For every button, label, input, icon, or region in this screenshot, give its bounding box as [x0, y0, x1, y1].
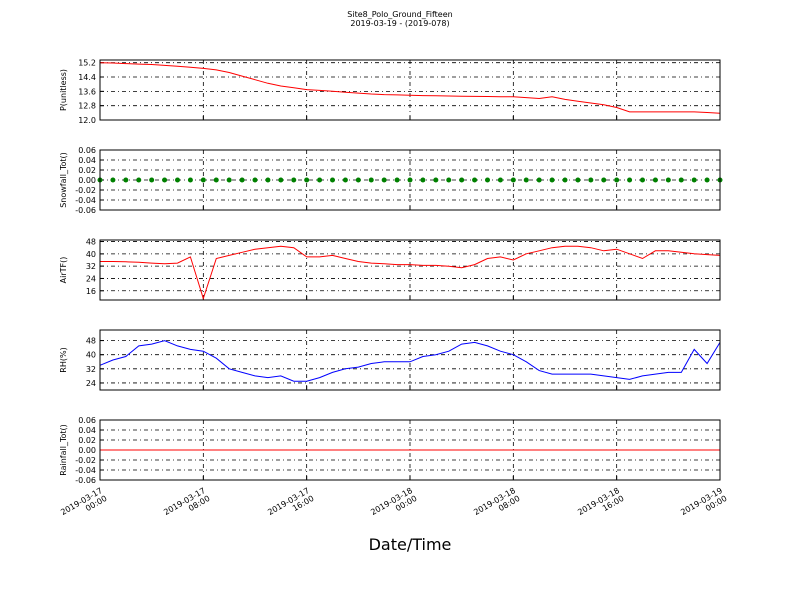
y-tick-label: 32	[86, 365, 96, 374]
point	[665, 177, 671, 183]
point	[472, 177, 478, 183]
point	[239, 177, 245, 183]
point	[536, 177, 542, 183]
point	[549, 177, 555, 183]
y-tick-label: 12.0	[78, 116, 96, 125]
point	[175, 177, 180, 183]
y-tick-label: -0.06	[75, 206, 96, 215]
point	[510, 177, 516, 183]
point	[381, 177, 387, 183]
point	[704, 177, 710, 183]
point	[394, 177, 400, 183]
point	[614, 177, 620, 183]
point	[523, 177, 529, 183]
y-axis-label: Snowfall_Tot()	[59, 152, 68, 208]
y-tick-label: 0.06	[78, 416, 96, 425]
point	[446, 177, 452, 183]
plot-frame	[99, 239, 721, 301]
y-tick-label: 0.02	[78, 166, 96, 175]
y-tick-label: 15.2	[78, 59, 96, 68]
point	[162, 177, 168, 183]
y-tick-label: 24	[86, 274, 96, 283]
point	[187, 177, 193, 183]
point	[213, 177, 219, 183]
point	[433, 177, 439, 183]
y-tick-label: 0.04	[78, 426, 96, 435]
point	[459, 177, 465, 183]
point	[368, 177, 374, 183]
point	[640, 177, 645, 183]
line	[99, 340, 721, 382]
y-tick-label: 12.8	[78, 102, 96, 111]
point	[149, 177, 155, 183]
y-tick-label: 0.00	[78, 176, 96, 185]
y-tick-label: 24	[86, 379, 96, 388]
y-axis-label: AirTF()	[59, 257, 68, 284]
point	[200, 177, 206, 183]
point	[562, 177, 568, 183]
y-tick-label: 48	[86, 337, 96, 346]
plot-frame	[99, 59, 721, 121]
point	[226, 177, 232, 183]
y-tick-label: 16	[86, 287, 96, 296]
point	[330, 177, 335, 183]
point	[497, 177, 503, 183]
plot-frame	[99, 419, 721, 481]
plot-frame	[99, 149, 721, 211]
chart-subtitle: 2019-03-19 - (2019-078)	[350, 19, 449, 28]
point	[317, 177, 323, 183]
y-tick-label: 0.00	[78, 446, 96, 455]
point	[691, 177, 697, 183]
point	[678, 177, 684, 183]
point	[355, 177, 361, 183]
y-tick-label: 0.04	[78, 156, 96, 165]
point	[110, 177, 116, 183]
y-tick-label: 32	[86, 262, 96, 271]
y-tick-label: -0.06	[75, 476, 96, 485]
y-tick-label: 48	[86, 238, 96, 247]
point	[278, 177, 284, 183]
point	[342, 177, 348, 183]
line	[99, 62, 721, 114]
x-axis-label: Date/Time	[369, 535, 452, 554]
point	[627, 177, 633, 183]
y-tick-label: -0.02	[75, 186, 96, 195]
y-axis-label: P(unitless)	[59, 69, 68, 111]
point	[652, 177, 658, 183]
point	[575, 177, 581, 183]
y-tick-label: 0.02	[78, 436, 96, 445]
y-tick-label: 13.6	[78, 87, 96, 96]
y-axis-label: Rainfall_Tot()	[59, 424, 68, 476]
y-tick-label: 40	[86, 250, 96, 259]
y-tick-label: -0.04	[75, 196, 96, 205]
point	[291, 177, 297, 183]
point	[601, 177, 607, 183]
line	[100, 245, 721, 301]
y-tick-label: 14.4	[78, 73, 96, 82]
chart-title: Site8_Polo_Ground_Fifteen	[347, 10, 452, 19]
plot-frame	[99, 329, 721, 391]
point	[252, 177, 258, 183]
point	[485, 177, 490, 183]
point	[304, 177, 310, 183]
point	[420, 177, 426, 183]
y-tick-label: 0.06	[78, 146, 96, 155]
y-tick-label: -0.02	[75, 456, 96, 465]
point	[588, 177, 594, 183]
y-tick-label: -0.04	[75, 466, 96, 475]
point	[123, 177, 129, 183]
y-axis-label: RH(%)	[59, 347, 68, 372]
point	[265, 177, 271, 183]
y-tick-label: 40	[86, 351, 96, 360]
point	[136, 177, 142, 183]
point	[407, 177, 413, 183]
